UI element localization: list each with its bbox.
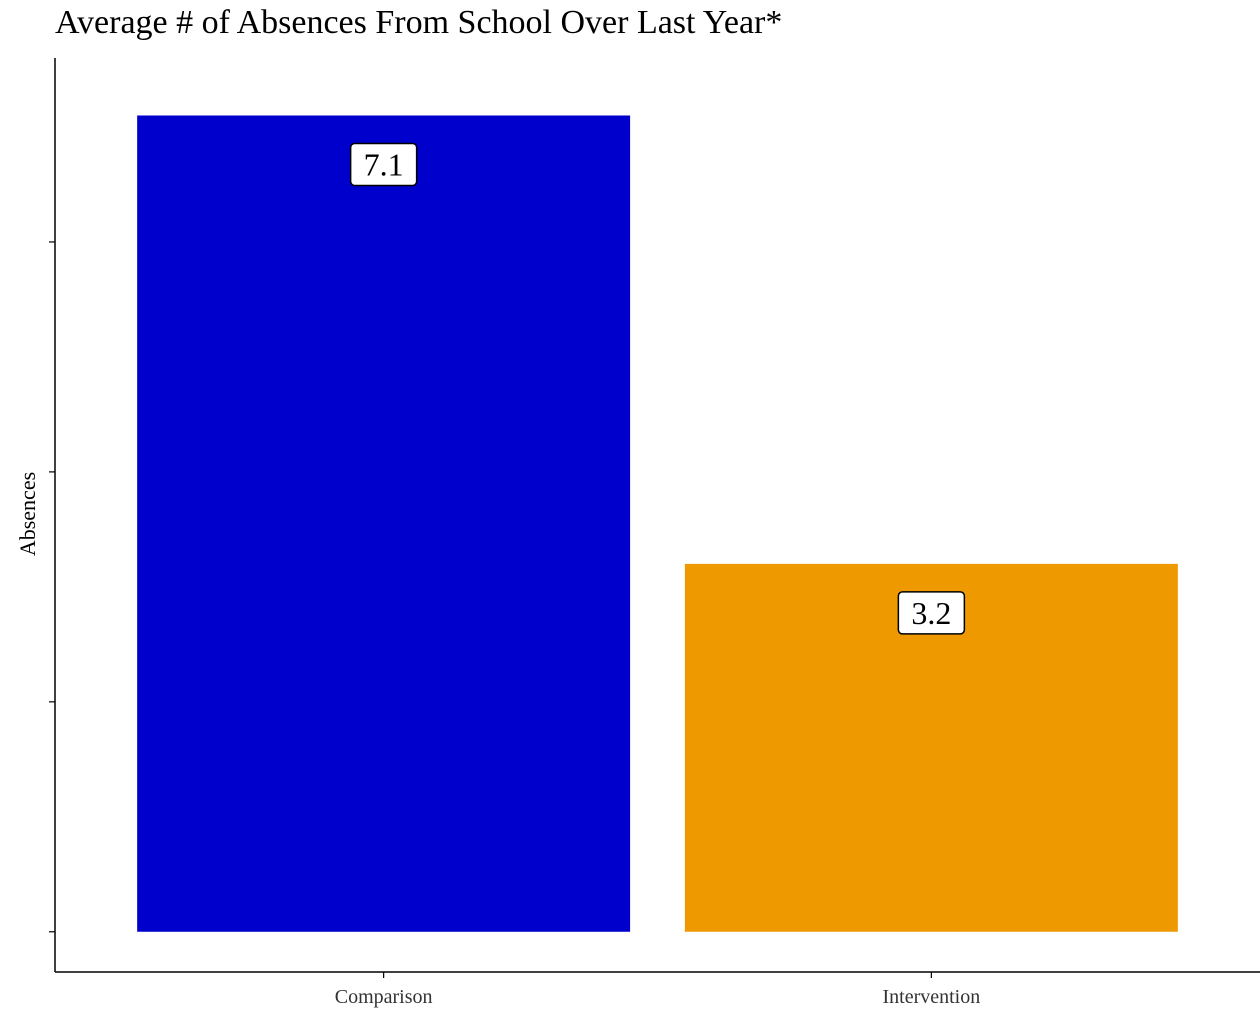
bar-comparison: [137, 115, 631, 932]
x-ticks-layer: Comparison Intervention: [335, 972, 980, 1008]
y-axis-title: Absences: [15, 472, 40, 556]
bars-layer: [137, 115, 1178, 932]
data-label-comparison: 7.1: [364, 146, 404, 182]
data-label-intervention: 3.2: [911, 595, 951, 631]
data-label-box-comparison: [349, 142, 418, 187]
y-ticks-layer: [49, 241, 55, 933]
data-label-box-intervention: [897, 591, 966, 635]
data-labels-layer: 7.1 3.2: [349, 142, 966, 635]
x-tick-label-comparison: Comparison: [335, 986, 433, 1008]
x-tick-label-intervention: Intervention: [882, 986, 980, 1008]
axes-layer: [54, 58, 1260, 973]
chart-title: Average # of Absences From School Over L…: [55, 4, 783, 41]
